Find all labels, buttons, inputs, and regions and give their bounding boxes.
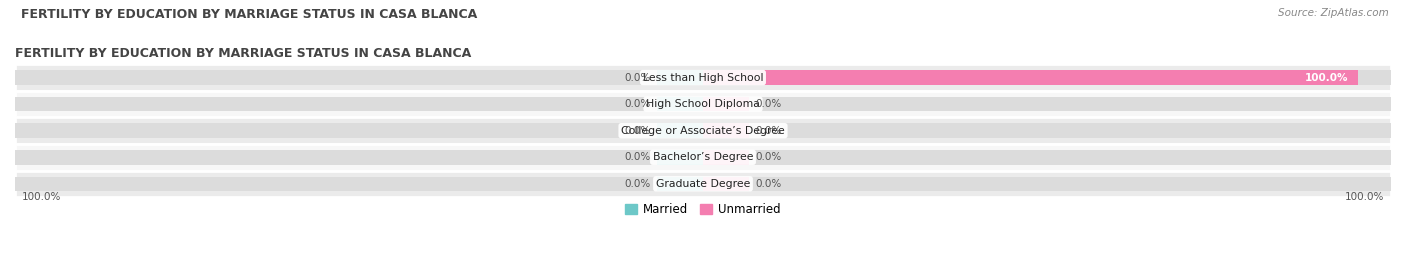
Bar [703, 123, 749, 138]
Bar [703, 70, 1358, 85]
Text: FERTILITY BY EDUCATION BY MARRIAGE STATUS IN CASA BLANCA: FERTILITY BY EDUCATION BY MARRIAGE STATU… [21, 8, 478, 21]
Bar [657, 97, 703, 111]
Bar [703, 150, 749, 165]
Bar [703, 97, 749, 111]
Bar [15, 64, 1391, 91]
Text: College or Associate’s Degree: College or Associate’s Degree [621, 126, 785, 136]
Bar [15, 97, 1391, 111]
Text: 0.0%: 0.0% [755, 126, 782, 136]
Bar [15, 123, 1391, 138]
Text: Source: ZipAtlas.com: Source: ZipAtlas.com [1278, 8, 1389, 18]
Text: 0.0%: 0.0% [755, 179, 782, 189]
Text: FERTILITY BY EDUCATION BY MARRIAGE STATUS IN CASA BLANCA: FERTILITY BY EDUCATION BY MARRIAGE STATU… [15, 47, 471, 60]
Text: 0.0%: 0.0% [624, 152, 651, 162]
Bar [657, 70, 703, 85]
Bar [703, 176, 749, 191]
Text: 100.0%: 100.0% [1346, 192, 1385, 202]
Text: Graduate Degree: Graduate Degree [655, 179, 751, 189]
Bar [657, 176, 703, 191]
Bar [657, 123, 703, 138]
Text: Less than High School: Less than High School [643, 73, 763, 83]
Bar [15, 117, 1391, 144]
Text: 0.0%: 0.0% [624, 73, 651, 83]
Text: High School Diploma: High School Diploma [647, 99, 759, 109]
Text: 0.0%: 0.0% [755, 99, 782, 109]
Text: 0.0%: 0.0% [624, 179, 651, 189]
Bar [15, 176, 1391, 191]
Text: 0.0%: 0.0% [755, 152, 782, 162]
Bar [15, 144, 1391, 171]
Bar [657, 150, 703, 165]
Bar [15, 171, 1391, 197]
Text: 100.0%: 100.0% [1305, 73, 1348, 83]
Legend: Married, Unmarried: Married, Unmarried [620, 198, 786, 221]
Bar [15, 91, 1391, 117]
Text: 0.0%: 0.0% [624, 99, 651, 109]
Text: Bachelor’s Degree: Bachelor’s Degree [652, 152, 754, 162]
Text: 100.0%: 100.0% [21, 192, 60, 202]
Bar [15, 70, 1391, 85]
Bar [15, 150, 1391, 165]
Text: 0.0%: 0.0% [624, 126, 651, 136]
